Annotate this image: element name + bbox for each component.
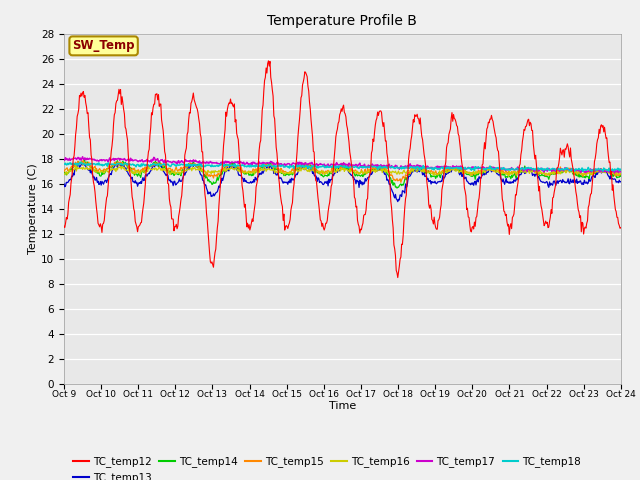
Legend: TC_temp12, TC_temp13, TC_temp14, TC_temp15, TC_temp16, TC_temp17, TC_temp18: TC_temp12, TC_temp13, TC_temp14, TC_temp… — [69, 452, 585, 480]
Title: Temperature Profile B: Temperature Profile B — [268, 14, 417, 28]
X-axis label: Time: Time — [329, 401, 356, 410]
Y-axis label: Temperature (C): Temperature (C) — [28, 163, 38, 254]
Text: SW_Temp: SW_Temp — [72, 39, 135, 52]
